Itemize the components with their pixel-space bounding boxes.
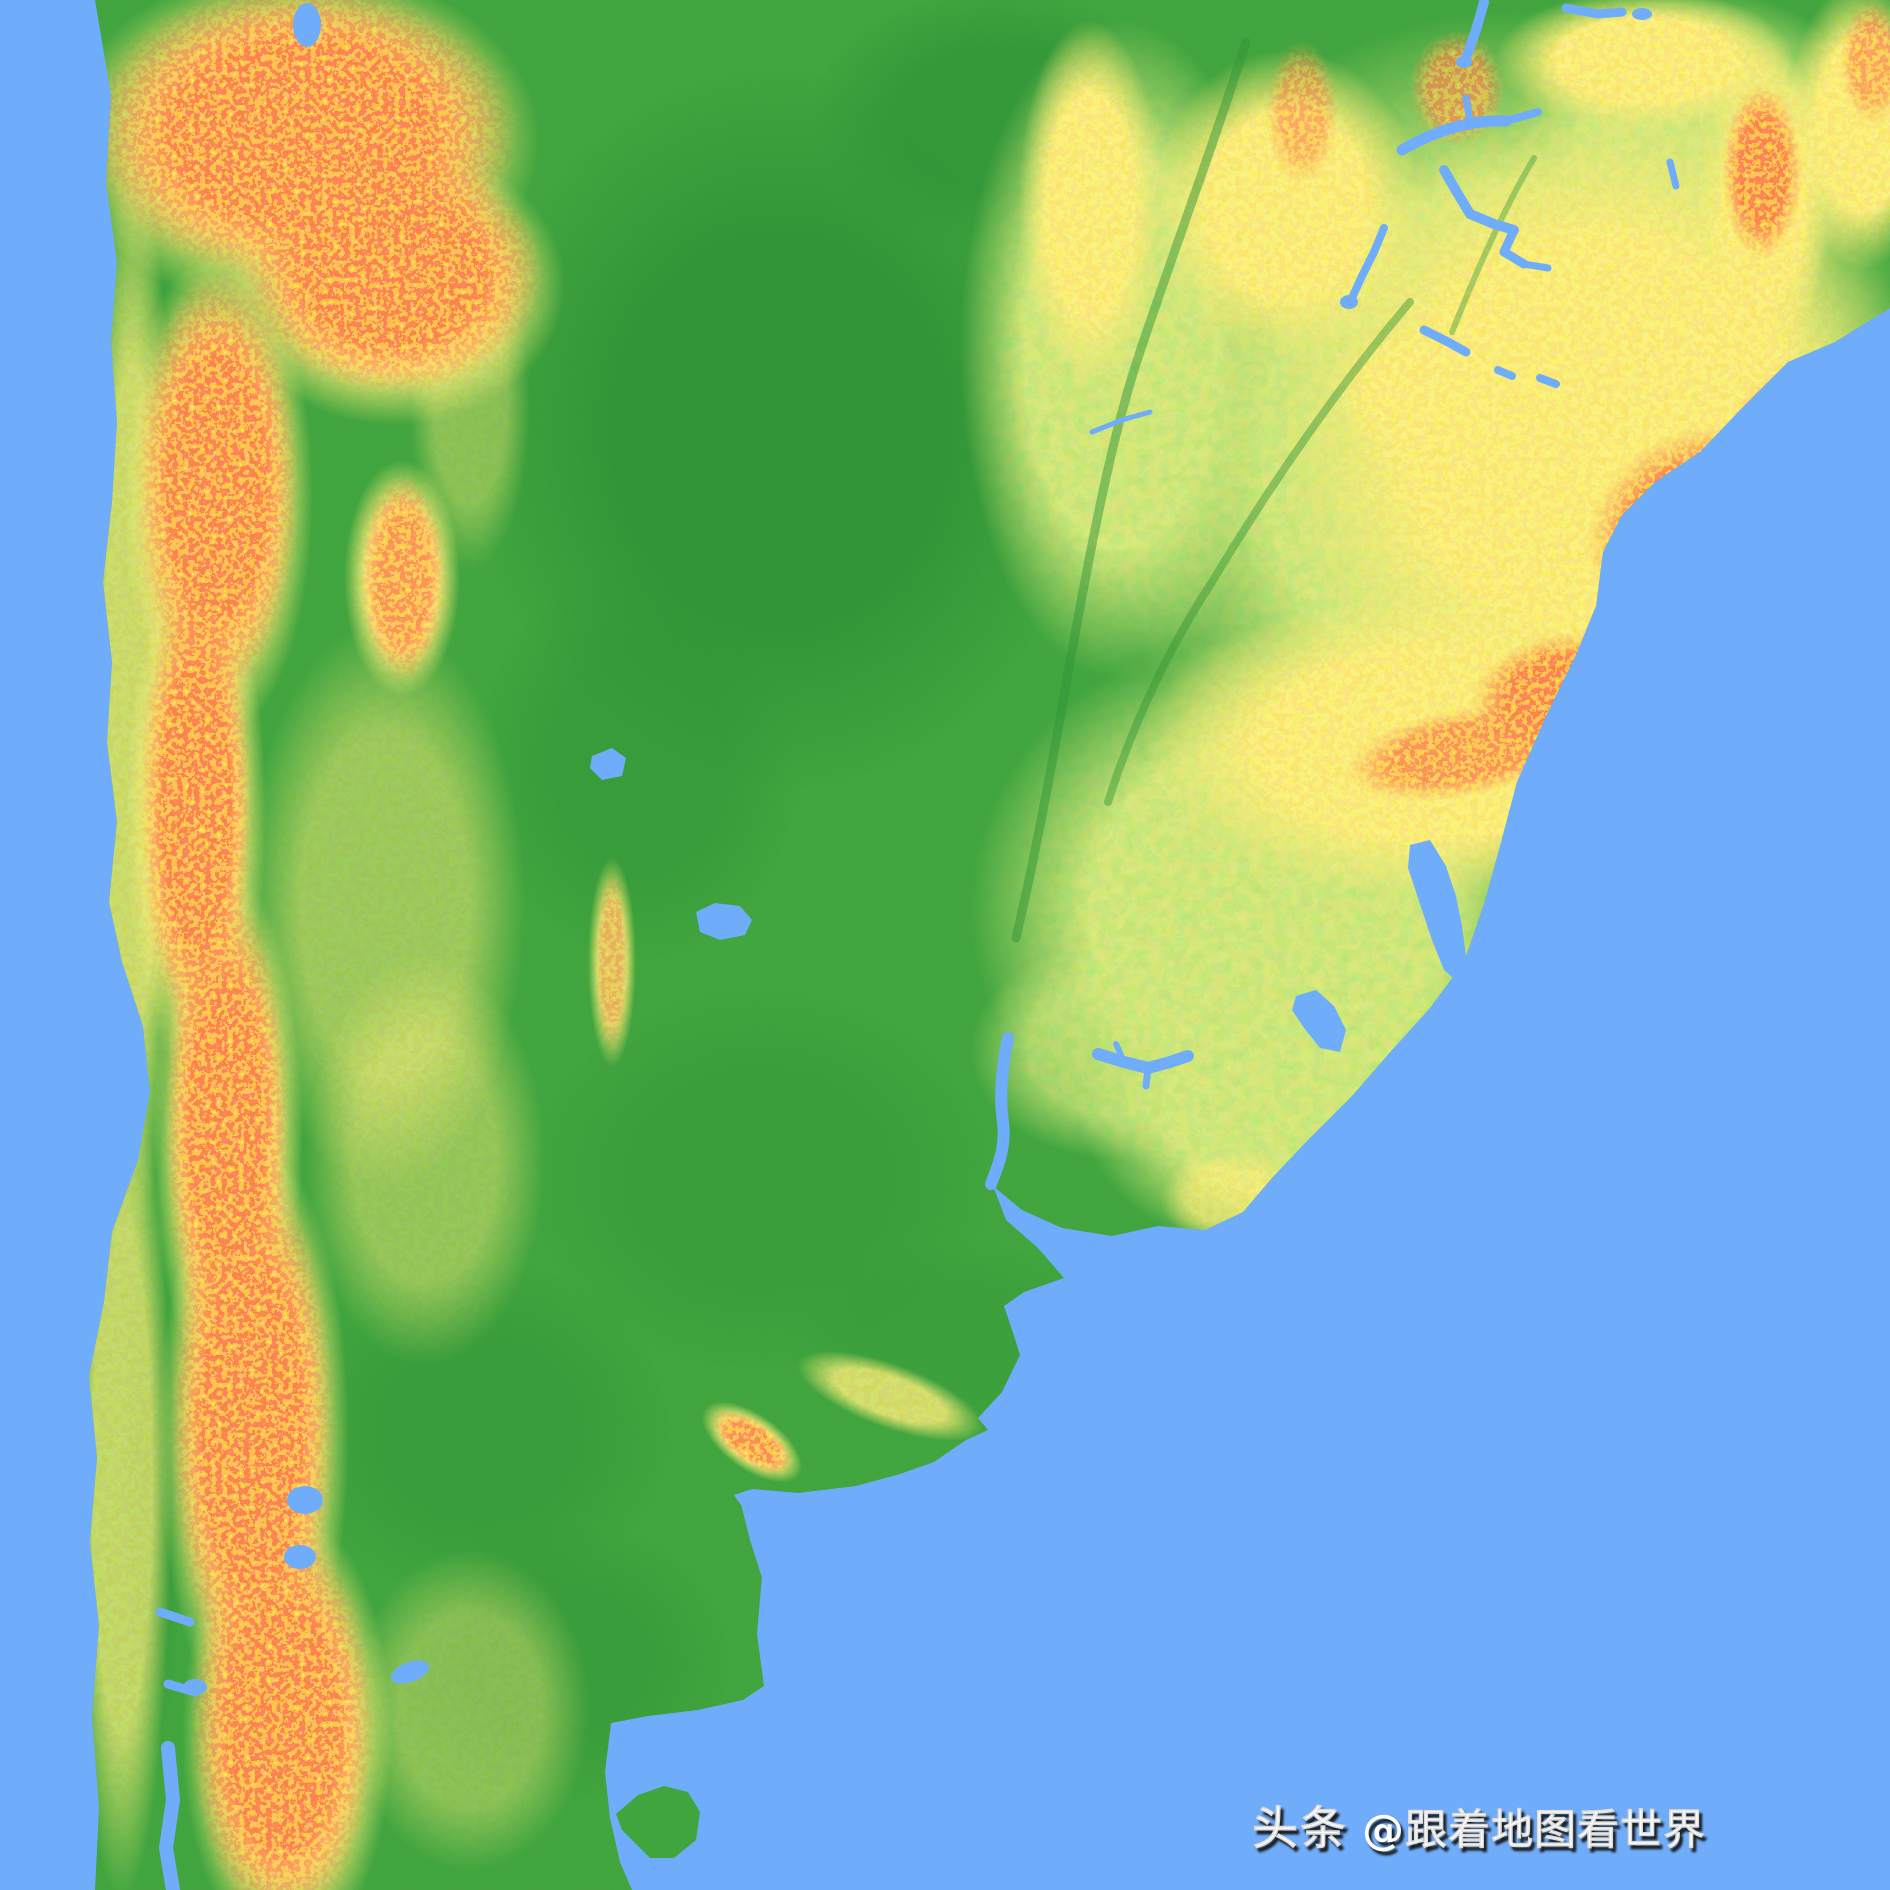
altiplano-lake <box>293 3 321 47</box>
reservoir-branch <box>1561 3 1627 19</box>
brazil-reservoirs <box>1089 0 1680 435</box>
bahia-blanca-inlet <box>740 1500 796 1584</box>
patagonia-lake-3 <box>390 1660 430 1684</box>
fjord-inlet-2 <box>163 1679 200 1697</box>
reservoir-branch <box>1494 366 1516 380</box>
watermark: 头条 @跟着地图看世界 <box>1252 1792 1706 1858</box>
reservoir-branch <box>1439 165 1519 235</box>
reservoir-branch <box>1396 115 1512 156</box>
parana-river <box>985 1032 1014 1190</box>
reservoir-branch <box>1348 224 1388 302</box>
salt-lake <box>590 748 626 780</box>
rio-negro-reservoir <box>1092 1041 1194 1090</box>
reservoir-branch <box>1502 108 1542 125</box>
watermark-brand: 头条 <box>1252 1801 1348 1856</box>
reservoir-branch <box>1462 94 1474 125</box>
water-features <box>155 0 1680 1890</box>
reservoir-lake <box>1456 56 1472 68</box>
reservoir-branch <box>1536 374 1560 388</box>
patagonia-lake-2 <box>284 1545 316 1569</box>
reservoir-branch <box>1461 0 1489 63</box>
watermark-handle: @跟着地图看世界 <box>1362 1805 1707 1855</box>
reservoir-branch <box>1113 1041 1127 1065</box>
reservoir-lake <box>1340 295 1358 309</box>
chiloe-channel <box>158 1741 181 1890</box>
reservoir-branch <box>1142 1064 1152 1090</box>
river-ne <box>1089 409 1153 435</box>
lagoa-mirim <box>1292 990 1346 1052</box>
mar-chiquita-lake <box>696 903 752 940</box>
reservoir-branch <box>1520 260 1552 272</box>
reservoir-lake <box>1632 8 1652 20</box>
reservoir-branch <box>1666 158 1680 190</box>
lagoa-dos-patos <box>1408 840 1466 982</box>
reservoir-branch <box>1419 325 1471 357</box>
reservoir-branch <box>1499 225 1529 269</box>
patagonia-lake-1 <box>287 1486 323 1514</box>
fjord-inlet-1 <box>155 1607 195 1627</box>
